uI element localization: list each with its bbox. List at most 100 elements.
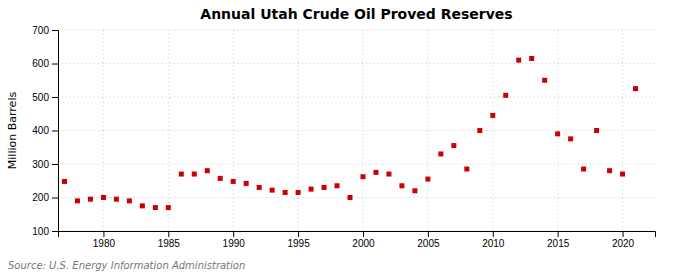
point	[192, 172, 197, 177]
y-axis-line	[52, 31, 59, 232]
point	[386, 172, 391, 177]
point	[555, 131, 560, 136]
point	[477, 128, 482, 133]
grid-line-x	[168, 30, 169, 231]
y-tick-mark	[52, 231, 58, 232]
point	[516, 58, 521, 63]
point	[607, 168, 612, 173]
chart: 1980 1985 1990 1995 2000 2005 2010 2015 2020 100 2…	[0, 0, 675, 275]
grid-line-y	[58, 97, 655, 98]
y-tick: 500	[32, 92, 58, 103]
y-tick-mark	[52, 198, 58, 199]
x-axis: 1980 1985 1990 1995 2000 2005 2010 2015 2020	[59, 231, 656, 249]
point	[425, 177, 430, 182]
point	[399, 183, 404, 188]
y-tick: 400	[32, 125, 58, 136]
grid-line-x	[233, 30, 234, 231]
grid-line-x	[427, 30, 428, 231]
point	[322, 185, 327, 190]
source: Source: U.S. Energy Information Administ…	[8, 260, 245, 271]
point	[179, 172, 184, 177]
x-tick: 2000	[352, 231, 375, 249]
point	[438, 151, 443, 156]
point	[529, 56, 534, 61]
y-axis: 100 200 300 400 500 600 700	[32, 25, 58, 237]
x-tick-mark	[103, 231, 104, 237]
point	[464, 167, 469, 172]
point	[101, 195, 106, 200]
x-tick: 1990	[223, 231, 246, 249]
point	[62, 179, 67, 184]
point	[296, 190, 301, 195]
point	[218, 176, 223, 181]
point	[257, 185, 262, 190]
x-tick: 1995	[287, 231, 310, 249]
y-tick-mark	[52, 64, 58, 65]
x-tick: 2020	[612, 231, 635, 249]
grid-line-x	[492, 30, 493, 231]
point	[153, 205, 158, 210]
x-tick: 2005	[417, 231, 440, 249]
x-tick-mark	[298, 231, 299, 237]
y-tick: 200	[32, 192, 58, 203]
x-tick-label: 2000	[352, 238, 375, 249]
x-tick-label: 1995	[287, 238, 310, 249]
x-tick-mark	[558, 231, 559, 237]
point	[205, 168, 210, 173]
point	[633, 86, 638, 91]
x-tick-mark	[493, 231, 494, 237]
grid	[58, 30, 655, 231]
x-tick-label: 2010	[482, 238, 505, 249]
grid-line-y	[58, 30, 655, 31]
point	[335, 183, 340, 188]
point	[373, 170, 378, 175]
point	[75, 198, 80, 203]
x-tick: 2010	[482, 231, 505, 249]
grid-line-y	[58, 164, 655, 165]
point	[309, 187, 314, 192]
grid-line-x	[103, 30, 104, 231]
point	[542, 78, 547, 83]
y-tick-label: 300	[32, 159, 49, 170]
point	[127, 198, 132, 203]
point	[581, 167, 586, 172]
y-tick: 600	[32, 58, 58, 69]
x-tick-label: 2005	[417, 238, 440, 249]
point	[568, 136, 573, 141]
y-tick-label: 200	[32, 192, 49, 203]
point	[620, 172, 625, 177]
grid-line-y	[58, 63, 655, 64]
x-tick-mark	[428, 231, 429, 237]
x-tick-label: 1990	[223, 238, 246, 249]
x-tick-label: 1985	[158, 238, 181, 249]
y-tick-label: 500	[32, 92, 49, 103]
y-tick-mark	[52, 30, 58, 31]
point	[412, 188, 417, 193]
y-tick: 700	[32, 25, 58, 36]
y-tick: 100	[32, 226, 58, 237]
y-tick-label: 600	[32, 58, 49, 69]
point	[231, 179, 236, 184]
title: Annual Utah Crude Oil Proved Reserves	[200, 6, 512, 22]
y-tick-mark	[52, 131, 58, 132]
point	[360, 174, 365, 179]
x-tick: 1985	[158, 231, 181, 249]
y-tick-mark	[52, 97, 58, 98]
x-tick-mark	[168, 231, 169, 237]
x-tick-label: 1980	[93, 238, 116, 249]
point	[283, 190, 288, 195]
y-tick: 300	[32, 159, 58, 170]
point	[88, 197, 93, 202]
y-tick-label: 400	[32, 125, 49, 136]
x-tick-label: 2020	[612, 238, 635, 249]
y-tick-label: 700	[32, 25, 49, 36]
point	[140, 203, 145, 208]
x-tick-mark	[233, 231, 234, 237]
x-axis-line	[59, 232, 656, 238]
points	[62, 56, 638, 210]
y-tick-mark	[52, 164, 58, 165]
x-tick-label: 2015	[547, 238, 570, 249]
x-tick: 2015	[547, 231, 570, 249]
x-tick: 1980	[93, 231, 116, 249]
x-tick-mark	[363, 231, 364, 237]
